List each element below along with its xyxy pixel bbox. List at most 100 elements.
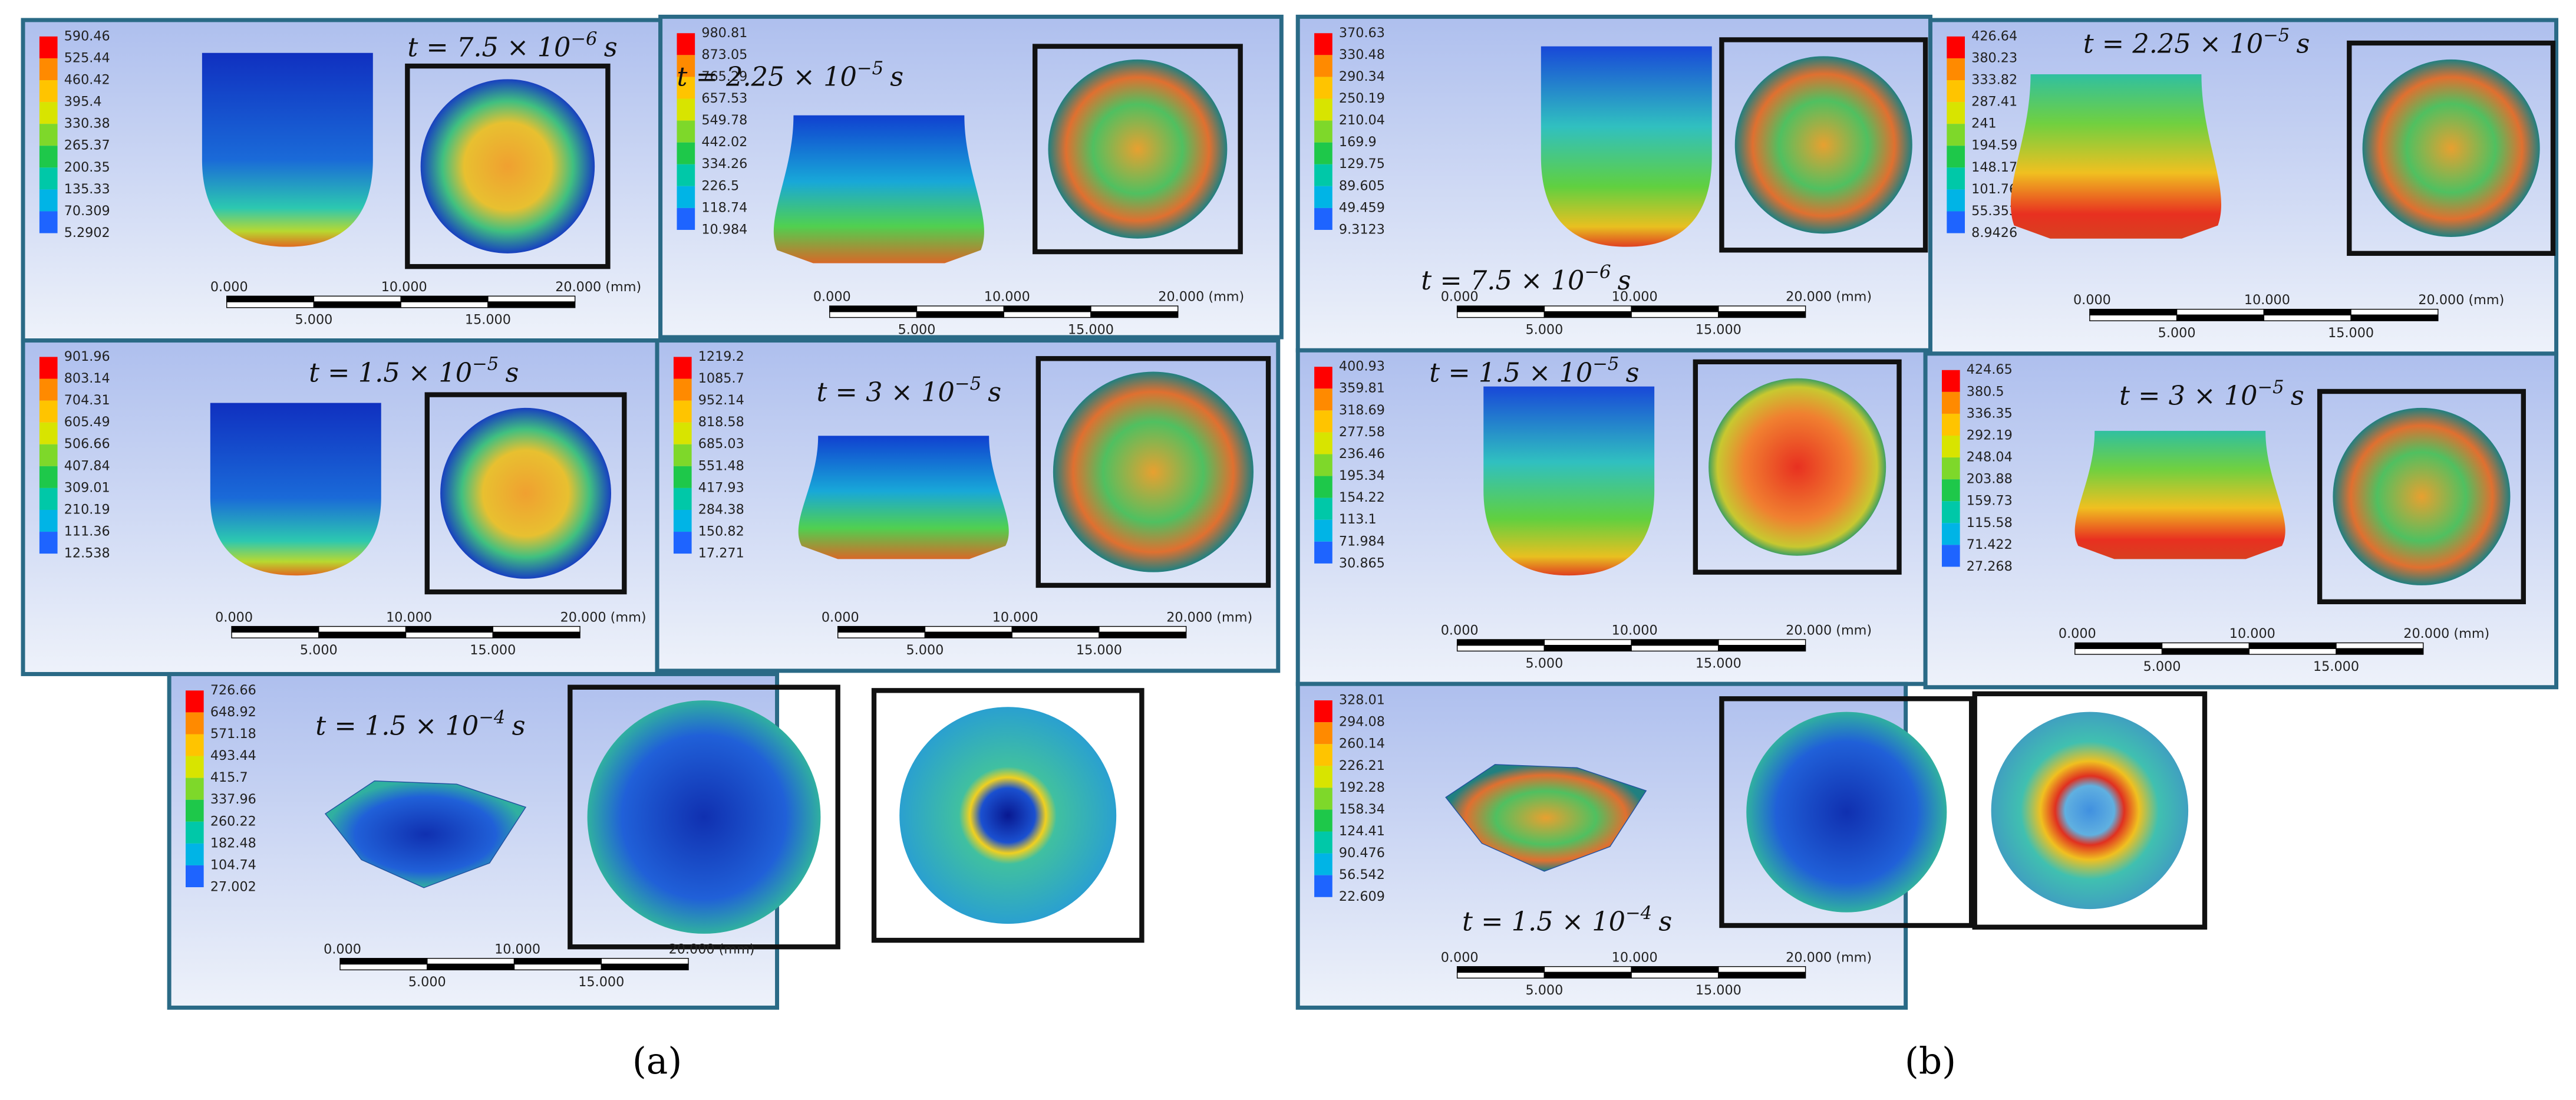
- legend-band: [1941, 545, 1960, 567]
- legend-band: [186, 756, 204, 778]
- legend-band: [1314, 186, 1332, 208]
- legend-value: 336.35: [1967, 406, 2013, 421]
- legend-value: 818.58: [698, 414, 744, 430]
- subfigure-label: (a): [632, 1040, 682, 1082]
- scale-label: 15.000: [1696, 322, 1741, 337]
- scale-label: 0.000: [215, 610, 253, 625]
- scale-segment: [837, 631, 926, 638]
- legend-value: 407.84: [64, 458, 110, 473]
- legend-value: 309.01: [64, 480, 110, 495]
- legend-band: [1314, 722, 1332, 745]
- scale-segment: [1718, 971, 1806, 979]
- scale-segment: [1718, 311, 1806, 318]
- legend-value: 330.38: [64, 116, 110, 131]
- legend-value: 89.605: [1339, 178, 1385, 193]
- legend-value: 55.353: [1971, 203, 2017, 219]
- time-label: t = 1.5 × 10−4 s: [315, 707, 525, 742]
- scale-segment: [1003, 305, 1091, 312]
- legend-value: 260.14: [1339, 736, 1385, 752]
- legend-value: 154.22: [1339, 490, 1385, 505]
- legend-band: [1947, 102, 1965, 124]
- legend-value: 657.53: [701, 91, 747, 106]
- panel: 370.63 330.48 290.34 250.19 210.04 169.9 129.7…: [1295, 14, 1932, 353]
- legend-value: 803.14: [64, 371, 110, 386]
- legend-band: [39, 400, 58, 423]
- legend-band: [1947, 80, 1965, 103]
- legend-band: [1941, 413, 1960, 436]
- scale-segment: [1631, 971, 1719, 979]
- time-exponent: −4: [479, 707, 505, 728]
- specimen-side: [1483, 386, 1655, 576]
- time-label: t = 1.5 × 10−4 s: [1462, 903, 1672, 937]
- top-view-frame: [1719, 37, 1928, 253]
- legend-value: 135.33: [64, 182, 110, 197]
- scale-segment: [1543, 639, 1632, 646]
- scale-segment: [601, 958, 689, 965]
- legend-band: [673, 444, 692, 466]
- specimen-side: [2010, 74, 2222, 239]
- scale-segment: [601, 963, 689, 970]
- legend-value: 158.34: [1339, 802, 1385, 817]
- subfigure-label: (b): [1905, 1040, 1956, 1082]
- scale-segment: [1631, 311, 1719, 318]
- legend-band: [1314, 454, 1332, 476]
- legend-band: [1314, 519, 1332, 542]
- time-label: t = 1.5 × 10−5 s: [309, 354, 519, 388]
- legend-band: [677, 120, 695, 143]
- scale-segment: [427, 958, 515, 965]
- scale-segment: [1456, 311, 1545, 318]
- scale-segment: [513, 958, 602, 965]
- top-view-frame: [1033, 44, 1243, 255]
- legend-band: [1314, 788, 1332, 810]
- scale-segment: [427, 963, 515, 970]
- scale-segment: [400, 301, 489, 308]
- legend-band: [186, 843, 204, 865]
- legend-value: 148.17: [1971, 160, 2017, 175]
- legend-value: 226.21: [1339, 758, 1385, 773]
- legend-value: 506.66: [64, 436, 110, 452]
- legend-value: 250.19: [1339, 91, 1385, 106]
- legend-band: [1941, 523, 1960, 545]
- bottom-view-specimen: [899, 707, 1117, 924]
- legend-band: [673, 357, 692, 379]
- top-view-specimen: [1053, 371, 1254, 572]
- legend-band: [1947, 211, 1965, 233]
- legend-band: [677, 208, 695, 230]
- time-unit: s: [988, 377, 1001, 408]
- panel: 726.66 648.92 571.18 493.44 415.7 337.96 260.2…: [167, 671, 1144, 1010]
- top-view-specimen: [440, 407, 611, 579]
- panels: 590.46 525.44 460.42 395.4 330.38 265.37 200.3…: [21, 14, 2559, 1082]
- scale-label: 20.000 (mm): [669, 941, 755, 957]
- legend-value: 241: [1971, 116, 1997, 131]
- scale-label: 5.000: [295, 312, 333, 328]
- top-view-specimen: [420, 79, 595, 253]
- legend-value: 415.7: [210, 770, 248, 785]
- specimen-side: [324, 780, 527, 888]
- legend-value: 115.58: [1967, 515, 2013, 531]
- legend-value: 169.9: [1339, 134, 1377, 150]
- scale-segment: [492, 625, 580, 633]
- legend-band: [1314, 831, 1332, 854]
- legend-band: [39, 211, 58, 233]
- top-view-frame: [1035, 356, 1271, 588]
- specimen-side: [210, 403, 381, 576]
- legend-value: 549.78: [701, 113, 747, 128]
- top-view-frame: [1693, 359, 1902, 575]
- panel: 980.81 873.05 765.29 657.53 549.78 442.02 334.…: [658, 14, 1284, 340]
- legend-value: 210.04: [1339, 113, 1385, 128]
- legend-value: 236.46: [1339, 446, 1385, 462]
- scale-segment: [2089, 314, 2178, 321]
- legend-value: 192.28: [1339, 780, 1385, 795]
- legend-value: 551.48: [698, 458, 744, 473]
- time-base: t = 2.25 × 10: [2083, 29, 2263, 60]
- scale-label: 20.000 (mm): [1166, 610, 1252, 625]
- time-exponent: −4: [1625, 903, 1652, 924]
- scale-segment: [339, 958, 428, 965]
- scale-label: 10.000: [494, 941, 540, 957]
- scale-segment: [313, 301, 401, 308]
- legend-value: 22.609: [1339, 889, 1385, 904]
- legend-band: [1314, 367, 1332, 389]
- scale-label: 5.000: [1525, 983, 1563, 998]
- scale-segment: [916, 311, 1004, 318]
- legend-value: 101.76: [1971, 182, 2017, 197]
